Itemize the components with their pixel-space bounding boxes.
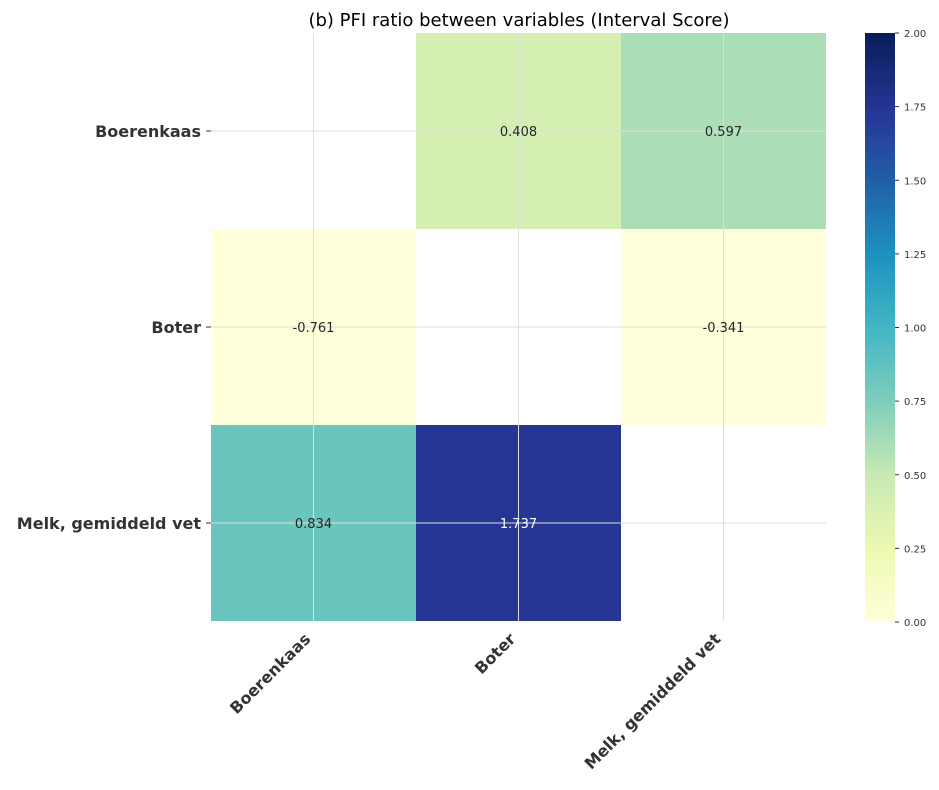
y-tick-label: Melk, gemiddeld vet xyxy=(17,514,202,533)
x-tick-label: Boerenkaas xyxy=(226,629,314,717)
colorbar: 0.00 0.25 0.50 0.75 1.00 1.25 1.50 1.75 2.00 xyxy=(865,29,926,629)
cell-value-label: 0.408 xyxy=(500,125,537,140)
chart-title: (b) PFI ratio between variables (Interva… xyxy=(308,10,729,31)
cell-value-label: -0.341 xyxy=(703,321,745,336)
cell-value-labels: 0.408 0.597 -0.761 -0.341 0.834 1.737 xyxy=(293,125,745,532)
colorbar-tick-label: 0.00 xyxy=(904,618,926,629)
colorbar-tick-label: 1.00 xyxy=(904,324,926,335)
cell-value-label: 0.597 xyxy=(705,125,742,140)
colorbar-tick-label: 0.25 xyxy=(904,544,926,555)
colorbar-tick-label: 0.50 xyxy=(904,471,926,482)
colorbar-tick-label: 1.75 xyxy=(904,103,926,114)
y-tick-label: Boerenkaas xyxy=(95,122,201,141)
gridlines xyxy=(211,33,826,621)
colorbar-tick-label: 1.25 xyxy=(904,250,926,261)
colorbar-gradient xyxy=(865,33,895,622)
colorbar-tick-label: 1.50 xyxy=(904,176,926,187)
x-tick-label: Boter xyxy=(471,629,520,678)
cell-value-label: 0.834 xyxy=(295,517,332,532)
x-axis: Boerenkaas Boter Melk, gemiddeld vet xyxy=(226,629,725,773)
y-tick-label: Boter xyxy=(151,318,201,337)
cell-value-label: -0.761 xyxy=(293,321,335,336)
y-axis: Boerenkaas Boter Melk, gemiddeld vet xyxy=(17,122,211,533)
colorbar-tick-label: 0.75 xyxy=(904,397,926,408)
colorbar-tick-label: 2.00 xyxy=(904,29,926,40)
cell-value-label: 1.737 xyxy=(500,517,537,532)
x-tick-label: Melk, gemiddeld vet xyxy=(581,629,725,773)
